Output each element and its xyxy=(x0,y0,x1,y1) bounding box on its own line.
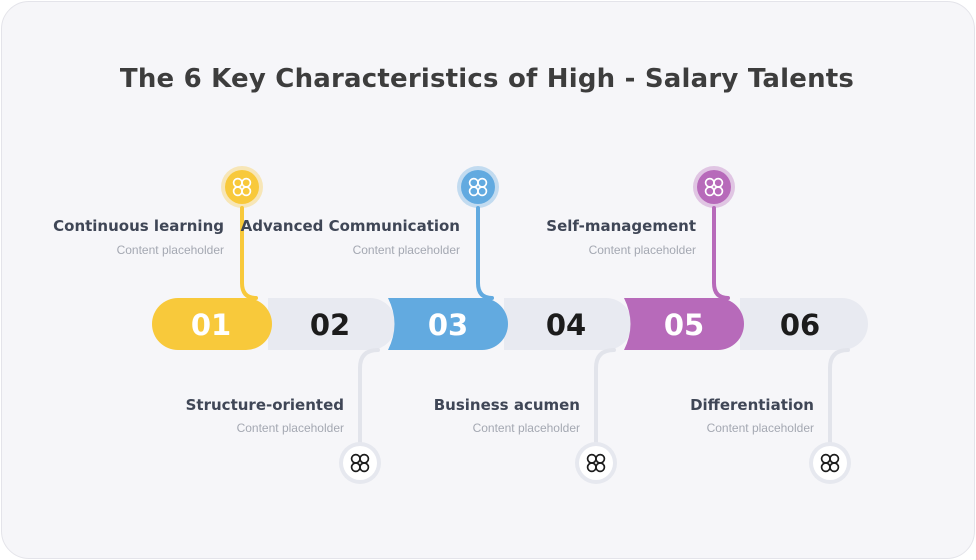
step-number-06: 06 xyxy=(780,308,820,342)
connector-03 xyxy=(476,206,494,300)
four-petal-icon xyxy=(457,166,499,208)
connector-01 xyxy=(240,206,258,300)
segment-02 xyxy=(268,298,396,350)
step-title-03: Advanced Communication xyxy=(240,217,460,235)
step-text-01: Content placeholder xyxy=(116,243,224,257)
step-number-05: 05 xyxy=(664,308,704,342)
step-title-05: Self-management xyxy=(546,217,696,235)
four-petal-icon xyxy=(339,442,381,484)
segment-06 xyxy=(740,298,868,350)
four-petal-icon xyxy=(809,442,851,484)
connector-02 xyxy=(358,348,380,447)
step-number-01: 01 xyxy=(191,308,231,342)
segment-01 xyxy=(152,298,272,350)
four-petal-icon xyxy=(575,442,617,484)
segment-04 xyxy=(504,298,632,350)
step-number-02: 02 xyxy=(310,308,350,342)
step-title-02: Structure-oriented xyxy=(185,396,344,414)
segment-03 xyxy=(388,298,508,350)
step-number-03: 03 xyxy=(428,308,468,342)
connector-04 xyxy=(594,348,616,447)
step-title-06: Differentiation xyxy=(690,396,814,414)
step-title-01: Continuous learning xyxy=(53,217,224,235)
segment-05 xyxy=(624,298,744,350)
four-petal-icon xyxy=(693,166,735,208)
four-petal-icon xyxy=(221,166,263,208)
page-title: The 6 Key Characteristics of High - Sala… xyxy=(119,64,855,94)
step-text-06: Content placeholder xyxy=(706,421,814,435)
connector-05 xyxy=(712,206,730,300)
connector-06 xyxy=(828,348,850,447)
step-text-04: Content placeholder xyxy=(472,421,580,435)
step-text-05: Content placeholder xyxy=(588,243,696,257)
step-title-04: Business acumen xyxy=(433,396,580,414)
step-number-04: 04 xyxy=(546,308,586,342)
step-text-02: Content placeholder xyxy=(236,421,344,435)
step-text-03: Content placeholder xyxy=(352,243,460,257)
